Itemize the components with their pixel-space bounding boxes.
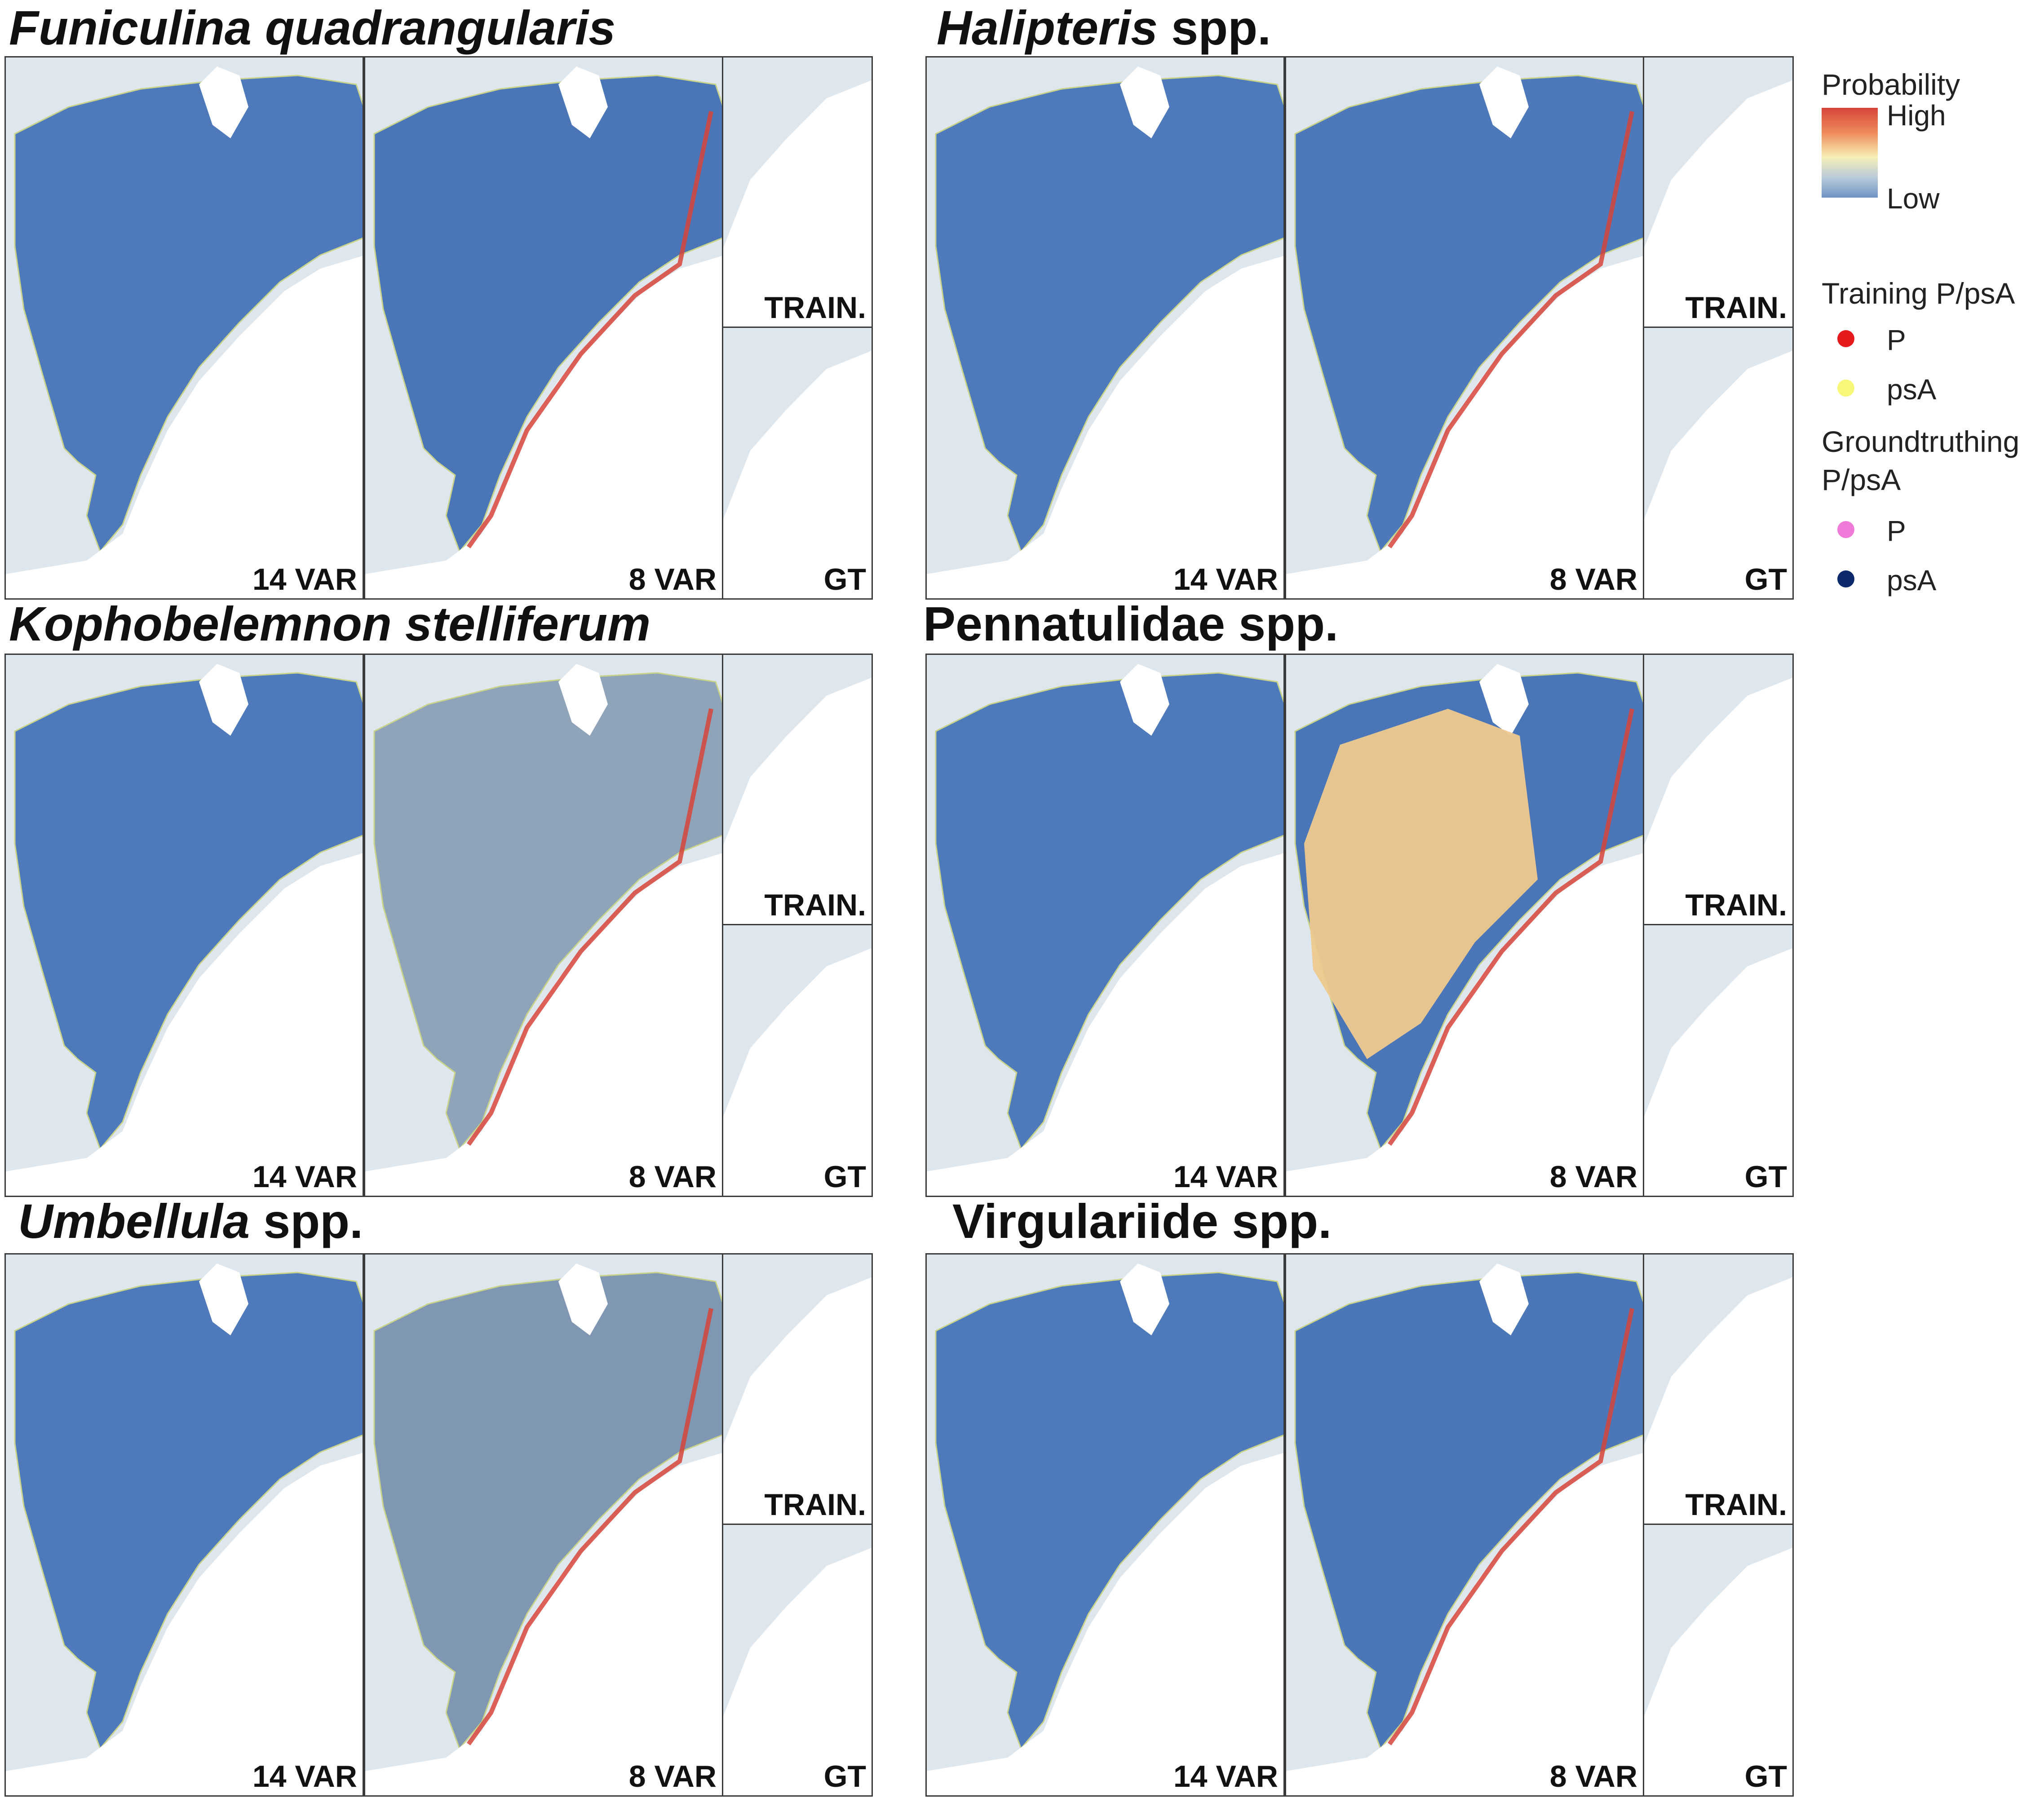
panel-label: 14 VAR — [252, 562, 357, 596]
gt-psa-dot-icon — [1837, 570, 1854, 588]
panel-label: 8 VAR — [1549, 1759, 1637, 1794]
probability-gradient-bar — [1822, 108, 1878, 198]
model-panel-8var: 8 VAR — [364, 56, 723, 600]
groundtruth-panel: GT — [1643, 924, 1794, 1197]
panel-label: 8 VAR — [1549, 1160, 1637, 1194]
model-panel-8var: 8 VAR — [1285, 56, 1644, 600]
panel-label: TRAIN. — [764, 1488, 866, 1522]
legend-training-p: P — [1887, 324, 1906, 356]
training-panel: TRAIN. — [722, 1253, 873, 1525]
panel-label: TRAIN. — [764, 888, 866, 922]
legend-gt-psa: psA — [1887, 564, 1937, 596]
map-block-4: 14 VAR 8 VAR TRAIN. GT — [925, 654, 1794, 1197]
model-panel-14var: 14 VAR — [4, 654, 364, 1197]
species-title-3: Kophobelemnon stelliferum — [9, 600, 650, 648]
panel-label: GT — [823, 1160, 866, 1194]
map-block-3: 14 VAR 8 VAR TRAIN. GT — [4, 654, 873, 1197]
training-panel: TRAIN. — [1643, 654, 1794, 925]
training-panel: TRAIN. — [1643, 56, 1794, 328]
training-panel: TRAIN. — [1643, 1253, 1794, 1525]
legend-gt-title-line1: Groundtruthing — [1822, 425, 2020, 458]
species-title-5: Umbellula spp. — [18, 1197, 363, 1246]
groundtruth-panel: GT — [722, 924, 873, 1197]
panel-label: TRAIN. — [1685, 291, 1787, 325]
legend-training-title: Training P/psA — [1822, 277, 2015, 310]
model-panel-8var: 8 VAR — [364, 654, 723, 1197]
species-title-1: Funiculina quadrangularis — [9, 4, 615, 52]
species-title-plain: spp. — [250, 1194, 363, 1248]
species-title-plain: Pennatulidae spp. — [923, 596, 1339, 651]
species-title-plain: Virgulariide spp. — [952, 1194, 1332, 1248]
panel-label: 8 VAR — [628, 562, 717, 596]
training-p-dot-icon — [1837, 330, 1854, 347]
legend-low-label: Low — [1887, 182, 1940, 215]
model-panel-14var: 14 VAR — [925, 654, 1285, 1197]
model-panel-8var: 8 VAR — [364, 1253, 723, 1797]
groundtruth-panel: GT — [1643, 327, 1794, 600]
species-title-italic: Funiculina quadrangularis — [9, 0, 616, 55]
panel-label: TRAIN. — [764, 291, 866, 325]
map-block-1: 14 VAR 8 VAR TRAIN. GT — [4, 56, 873, 600]
panel-label: GT — [1744, 1160, 1787, 1194]
model-panel-8var: 8 VAR — [1285, 1253, 1644, 1797]
model-panel-14var: 14 VAR — [925, 56, 1285, 600]
training-psa-dot-icon — [1837, 380, 1854, 397]
gt-p-dot-icon — [1837, 521, 1854, 538]
model-panel-14var: 14 VAR — [4, 1253, 364, 1797]
map-block-2: 14 VAR 8 VAR TRAIN. GT — [925, 56, 1794, 600]
species-title-italic: Halipteris — [937, 0, 1158, 55]
panel-label: GT — [823, 1759, 866, 1794]
panel-label: GT — [1744, 562, 1787, 596]
panel-label: TRAIN. — [1685, 888, 1787, 922]
map-block-5: 14 VAR 8 VAR TRAIN. GT — [4, 1253, 873, 1797]
model-panel-14var: 14 VAR — [4, 56, 364, 600]
panel-label: TRAIN. — [1685, 1488, 1787, 1522]
legend-high-label: High — [1887, 99, 1946, 132]
species-title-2: Halipteris spp. — [937, 4, 1271, 52]
panel-label: 14 VAR — [1173, 1759, 1278, 1794]
legend-training-psa: psA — [1887, 373, 1937, 406]
training-panel: TRAIN. — [722, 56, 873, 328]
species-title-plain: spp. — [1158, 0, 1271, 55]
panel-label: 8 VAR — [1549, 562, 1637, 596]
groundtruth-panel: GT — [722, 1524, 873, 1797]
panel-label: 14 VAR — [252, 1759, 357, 1794]
panel-label: GT — [823, 562, 866, 596]
species-title-italic: Kophobelemnon stelliferum — [9, 596, 651, 651]
map-block-6: 14 VAR 8 VAR TRAIN. GT — [925, 1253, 1794, 1797]
panel-label: 14 VAR — [252, 1160, 357, 1194]
panel-label: 8 VAR — [628, 1759, 717, 1794]
model-panel-8var: 8 VAR — [1285, 654, 1644, 1197]
panel-label: 14 VAR — [1173, 1160, 1278, 1194]
legend-probability-title: Probability — [1822, 68, 1960, 101]
panel-label: 14 VAR — [1173, 562, 1278, 596]
species-title-6: Virgulariide spp. — [952, 1197, 1332, 1246]
groundtruth-panel: GT — [1643, 1524, 1794, 1797]
legend-gt-title-line2: P/psA — [1822, 463, 1901, 496]
training-panel: TRAIN. — [722, 654, 873, 925]
species-title-4: Pennatulidae spp. — [923, 600, 1338, 648]
panel-label: 8 VAR — [628, 1160, 717, 1194]
model-panel-14var: 14 VAR — [925, 1253, 1285, 1797]
panel-label: GT — [1744, 1759, 1787, 1794]
legend-gt-p: P — [1887, 515, 1906, 547]
groundtruth-panel: GT — [722, 327, 873, 600]
species-title-italic: Umbellula — [18, 1194, 250, 1248]
